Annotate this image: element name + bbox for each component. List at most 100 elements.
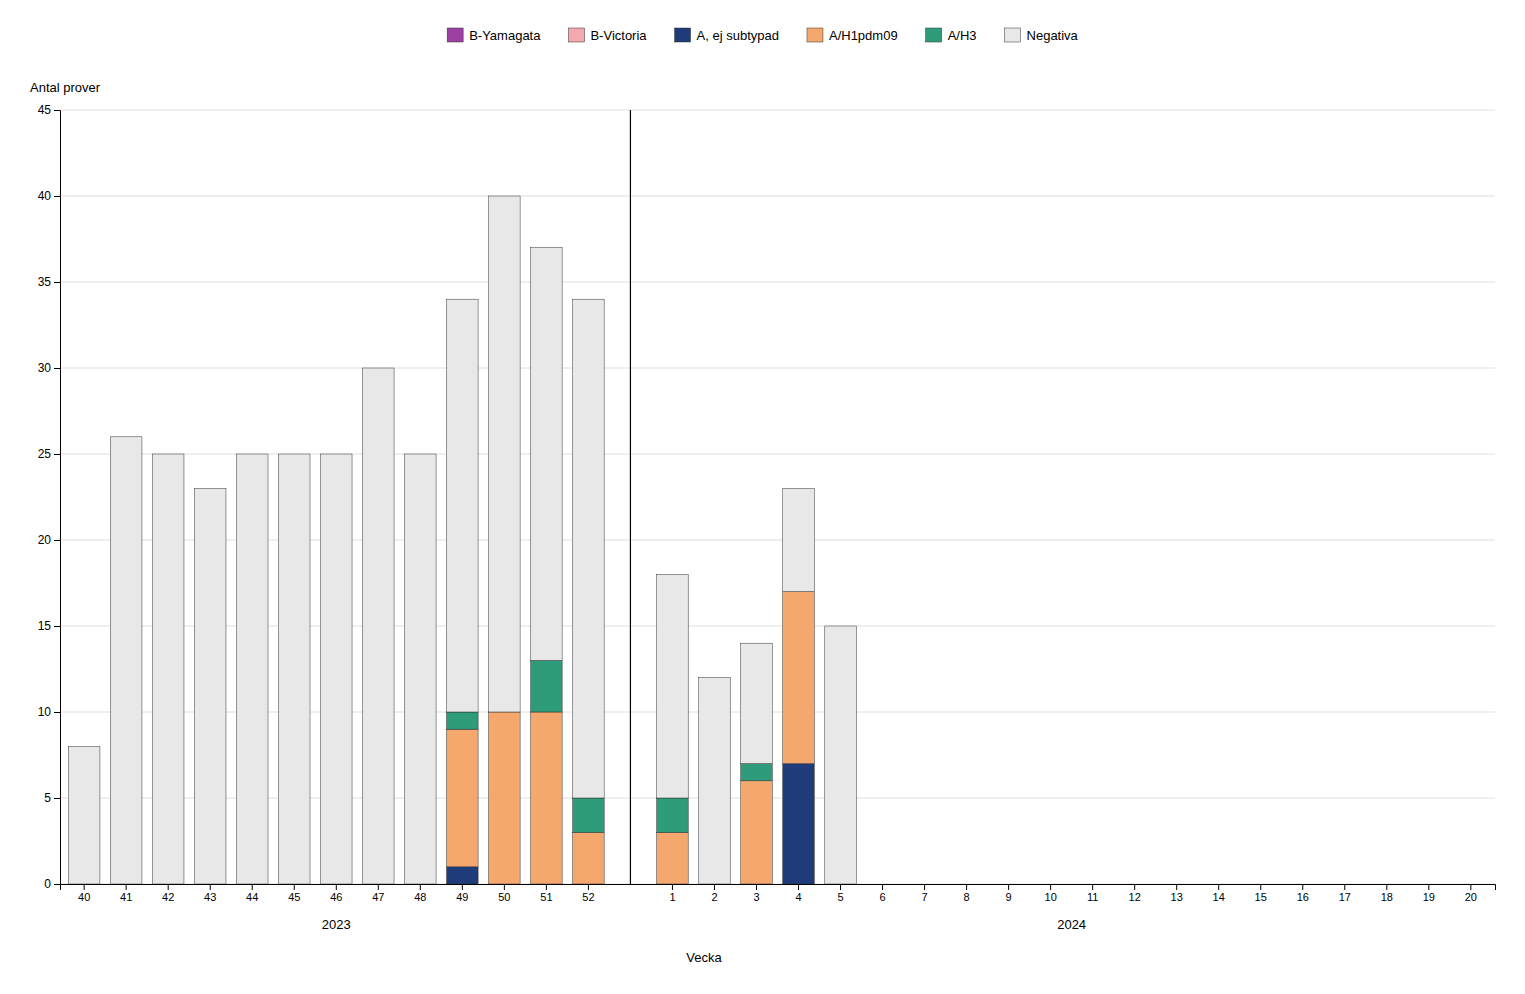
x-tick: 40 <box>78 884 90 903</box>
legend-swatch <box>807 28 823 42</box>
y-tick-label: 10 <box>38 705 52 719</box>
x-tick: 4 <box>795 884 801 903</box>
x-tick-mark <box>84 884 85 890</box>
bar-segment <box>236 454 268 884</box>
bar-segment <box>489 712 521 884</box>
x-tick: 5 <box>837 884 843 903</box>
bar-segment <box>1287 884 1319 885</box>
legend-label: Negativa <box>1027 28 1079 43</box>
y-tick: 20 <box>38 533 60 547</box>
x-tick-mark <box>504 884 505 890</box>
x-tick-label: 51 <box>540 891 552 903</box>
legend-swatch <box>1005 28 1021 42</box>
x-tick-mark <box>840 884 841 890</box>
bar-segment <box>1035 884 1067 885</box>
legend-item: A/H3 <box>926 28 977 43</box>
legend-label: B-Yamagata <box>469 28 541 43</box>
bar-segment <box>1455 884 1487 885</box>
bar-segment <box>1119 884 1151 885</box>
bar-segment <box>1077 884 1109 885</box>
bar-segment <box>1371 884 1403 885</box>
bar-segment <box>1035 884 1067 885</box>
bar-segment <box>741 764 773 781</box>
bar-segment <box>489 196 521 712</box>
y-tick-label: 25 <box>38 447 52 461</box>
x-tick-label: 46 <box>330 891 342 903</box>
bar-segment <box>573 798 605 832</box>
x-tick-label: 43 <box>204 891 216 903</box>
x-tick: 7 <box>922 884 928 903</box>
bar-segment <box>110 437 142 884</box>
x-tick: 13 <box>1171 884 1183 903</box>
bar-segment <box>1329 884 1361 885</box>
bar-segment <box>993 884 1025 885</box>
bar-segment <box>1413 884 1445 885</box>
bar-segment <box>951 884 983 885</box>
bar-segment <box>1371 884 1403 885</box>
bar-segment <box>573 832 605 884</box>
bar-segment <box>951 884 983 885</box>
x-tick-mark <box>546 884 547 890</box>
x-tick: 2 <box>711 884 717 903</box>
x-tick: 45 <box>288 884 300 903</box>
x-tick: 1 <box>669 884 675 903</box>
bar-segment <box>363 368 395 884</box>
bar-segment <box>1119 884 1151 885</box>
bar-segment <box>1161 884 1193 885</box>
bar-segment <box>405 454 437 884</box>
bar-segment <box>279 454 311 884</box>
legend: B-YamagataB-VictoriaA, ej subtypadA/H1pd… <box>447 28 1078 43</box>
legend-swatch <box>675 28 691 42</box>
bar-segment <box>783 488 815 591</box>
x-tick: 51 <box>540 884 552 903</box>
bar-segment <box>1287 884 1319 885</box>
legend-label: A, ej subtypad <box>697 28 779 43</box>
bar-segment <box>531 660 563 712</box>
bar-segment <box>1077 884 1109 885</box>
x-tick-label: 41 <box>120 891 132 903</box>
bar-segment <box>1245 884 1277 885</box>
y-tick-mark <box>54 626 60 627</box>
bar-segment <box>993 884 1025 885</box>
bar-segment <box>993 884 1025 885</box>
x-tick-mark <box>1092 884 1093 890</box>
y-tick: 0 <box>44 877 60 891</box>
x-tick-mark <box>1386 884 1387 890</box>
x-tick-label: 12 <box>1129 891 1141 903</box>
x-tick-mark <box>1344 884 1345 890</box>
x-tick-label: 10 <box>1045 891 1057 903</box>
y-axis: 051015202530354045 <box>38 103 61 891</box>
x-tick-mark <box>294 884 295 890</box>
x-tick-label: 2 <box>711 891 717 903</box>
y-tick-mark <box>54 540 60 541</box>
bar-segment <box>1413 884 1445 885</box>
y-tick: 35 <box>38 275 60 289</box>
legend-item: Negativa <box>1005 28 1079 43</box>
bar-segment <box>783 592 815 764</box>
x-axis-line <box>61 885 1496 891</box>
bar-segment <box>321 454 353 884</box>
x-tick-label: 7 <box>922 891 928 903</box>
x-tick-label: 50 <box>498 891 510 903</box>
bar-segment <box>867 884 899 885</box>
bar-segment <box>1413 884 1445 885</box>
bar-segment <box>1413 884 1445 885</box>
x-tick-mark <box>1302 884 1303 890</box>
grid-line <box>60 196 1495 197</box>
bar-segment <box>68 746 100 884</box>
bar-segment <box>1455 884 1487 885</box>
x-tick-mark <box>126 884 127 890</box>
bar-segment <box>783 764 815 884</box>
bar-segment <box>1203 884 1235 885</box>
x-tick-mark <box>714 884 715 890</box>
bar-segment <box>1245 884 1277 885</box>
bar-segment <box>1287 884 1319 885</box>
y-tick-mark <box>54 368 60 369</box>
bar-segment <box>531 712 563 884</box>
x-tick-mark <box>1260 884 1261 890</box>
group-label: 2023 <box>322 917 351 932</box>
x-tick: 3 <box>753 884 759 903</box>
x-axis-title: Vecka <box>686 950 722 965</box>
x-tick: 10 <box>1045 884 1057 903</box>
y-tick-mark <box>54 110 60 111</box>
